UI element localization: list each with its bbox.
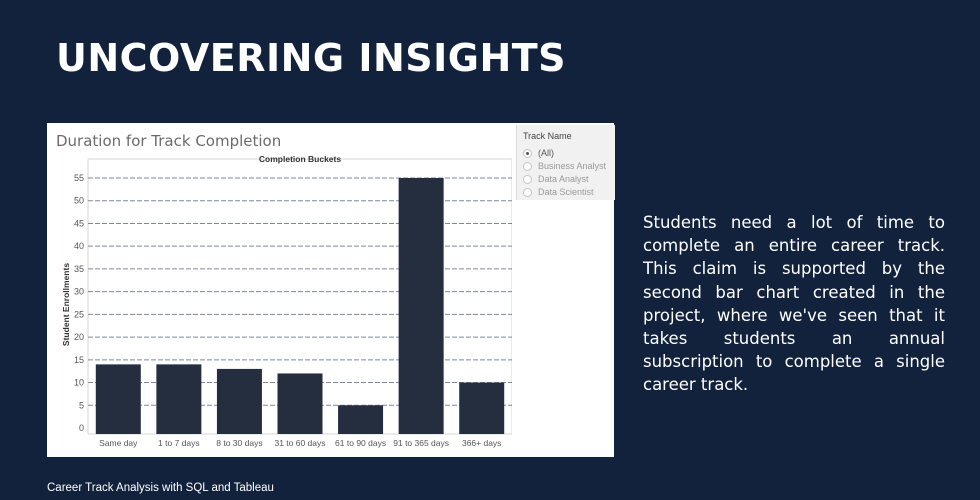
- radio-icon[interactable]: [523, 187, 532, 197]
- filter-option-business-analyst[interactable]: Business Analyst: [523, 161, 606, 171]
- x-tick-label: Same day: [99, 438, 138, 448]
- x-tick-label: 91 to 365 days: [393, 438, 449, 448]
- bar: [277, 373, 323, 434]
- y-tick-label: 15: [74, 355, 84, 365]
- filter-option-label: Data Analyst: [538, 174, 589, 184]
- radio-icon[interactable]: [523, 161, 532, 171]
- filter-option-data-analyst[interactable]: Data Analyst: [523, 174, 589, 184]
- x-tick-label: 8 to 30 days: [216, 438, 262, 448]
- y-tick-label: 50: [74, 196, 84, 206]
- chart-title: Duration for Track Completion: [56, 132, 282, 150]
- y-tick-label: 40: [74, 241, 84, 251]
- track-name-filter: Track Name (All) Business Analyst Data A…: [516, 125, 615, 200]
- y-tick-label: 20: [74, 332, 84, 342]
- radio-selected-icon[interactable]: [523, 148, 532, 158]
- y-tick-label: 0: [79, 423, 84, 433]
- y-tick-label: 45: [74, 218, 84, 228]
- y-tick-label: 35: [74, 264, 84, 274]
- column-header: Completion Buckets: [259, 154, 341, 164]
- radio-icon[interactable]: [523, 174, 532, 184]
- bar: [459, 382, 505, 434]
- x-tick-label: 61 to 90 days: [335, 438, 386, 448]
- y-tick-label: 5: [79, 400, 84, 410]
- filter-option-label: Business Analyst: [538, 161, 607, 171]
- x-tick-label: 31 to 60 days: [274, 438, 325, 448]
- bar: [338, 405, 384, 434]
- y-tick-label: 25: [74, 309, 84, 319]
- filter-option-all[interactable]: (All): [523, 148, 554, 158]
- x-tick-label: 366+ days: [462, 438, 501, 448]
- y-axis-label: Student Enrollments: [61, 263, 71, 346]
- bar-chart: Completion Buckets Student Enrollments 0 5 1…: [61, 154, 513, 448]
- bar: [95, 364, 141, 434]
- bar: [156, 364, 202, 434]
- slide-title: UNCOVERING INSIGHTS: [56, 36, 567, 80]
- filter-option-label: (All): [538, 148, 554, 158]
- y-tick-label: 55: [74, 173, 84, 183]
- filter-option-label: Data Scientist: [538, 187, 594, 197]
- body-text: Students need a lot of time to complete …: [643, 213, 945, 395]
- filter-title: Track Name: [523, 131, 572, 141]
- y-tick-label: 10: [74, 378, 84, 388]
- y-tick-label: 30: [74, 287, 84, 297]
- bar: [216, 368, 262, 434]
- filter-divider: [512, 123, 516, 457]
- x-tick-label: 1 to 7 days: [158, 438, 200, 448]
- footer-caption: Career Track Analysis with SQL and Table…: [47, 482, 274, 494]
- bar: [398, 178, 444, 434]
- filter-option-data-scientist[interactable]: Data Scientist: [523, 187, 594, 197]
